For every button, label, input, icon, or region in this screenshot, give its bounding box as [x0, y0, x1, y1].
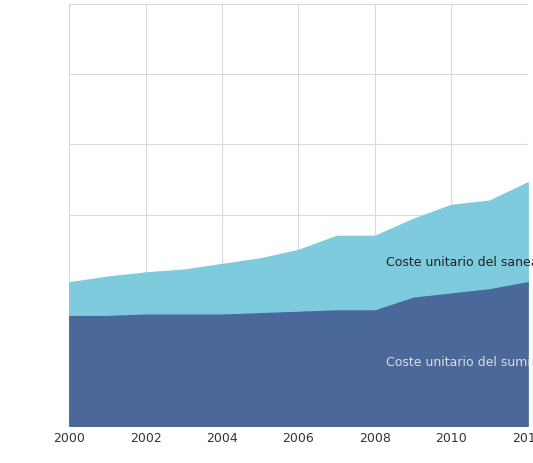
Text: Coste unitario del suministro: Coste unitario del suministro — [386, 355, 533, 368]
Text: 0,00: 0,00 — [38, 419, 67, 432]
Text: 2,00: 2,00 — [39, 138, 67, 151]
Text: 0,50: 0,50 — [38, 349, 67, 362]
Text: 3,00: 3,00 — [39, 0, 67, 11]
Text: 1,00: 1,00 — [39, 279, 67, 292]
Text: 2,50: 2,50 — [39, 69, 67, 81]
Text: Coste unitario del saneamiento: Coste unitario del saneamiento — [386, 255, 533, 268]
Text: 1,50: 1,50 — [39, 209, 67, 222]
